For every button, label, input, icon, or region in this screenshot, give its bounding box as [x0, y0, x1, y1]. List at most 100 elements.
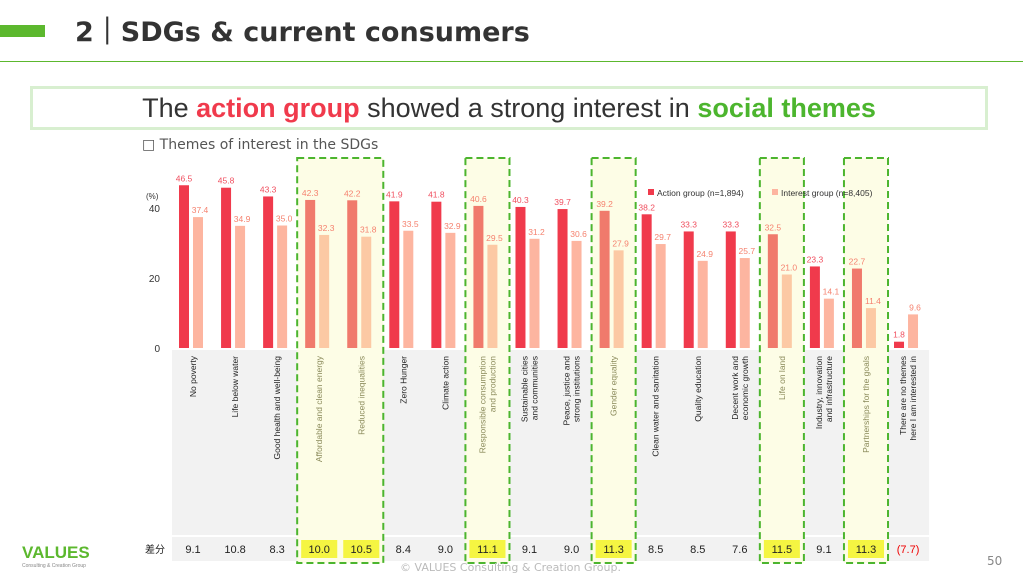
data-label-interest: 29.7	[654, 232, 671, 242]
category-label-line: Sustainable cities	[520, 356, 530, 422]
category-label-line: Life below water	[230, 356, 240, 418]
bar-action	[515, 206, 526, 348]
diff-value: (7.7)	[897, 544, 920, 556]
data-label-action: 41.9	[386, 189, 403, 199]
header-divider	[0, 61, 1023, 62]
legend-label-interest: Interest group (n=8,405)	[781, 188, 873, 198]
bar-action	[221, 187, 232, 348]
bar-action	[557, 209, 568, 348]
category-label-line: Zero Hunger	[398, 356, 408, 404]
diff-value: 10.8	[224, 544, 245, 556]
category-label: Climate action	[440, 356, 450, 410]
bar-action	[347, 200, 358, 348]
data-label-action: 42.3	[302, 188, 319, 198]
headline-red: action group	[196, 93, 360, 123]
diff-value: 9.1	[185, 544, 200, 556]
legend-swatch-interest	[772, 189, 778, 195]
data-label-interest: 27.9	[612, 238, 629, 248]
data-label-interest: 31.2	[528, 227, 545, 237]
data-label-interest: 35.0	[276, 214, 293, 224]
diff-row-label: 差分	[145, 543, 165, 556]
category-label-line: Responsible consumption	[477, 356, 487, 454]
bar-interest	[613, 250, 624, 348]
bar-interest	[781, 274, 792, 348]
category-label-line: No poverty	[188, 355, 198, 397]
data-label-action: 39.7	[554, 197, 571, 207]
highlight-group	[464, 157, 511, 564]
bar-action	[263, 196, 274, 348]
diff-value: 9.1	[816, 544, 831, 556]
bar-action	[851, 268, 862, 348]
y-tick-label: 40	[149, 204, 161, 215]
diff-value: 8.5	[648, 544, 663, 556]
data-label-action: 33.3	[680, 219, 697, 229]
category-label-line: Industry, innovation	[814, 356, 824, 429]
bar-interest	[445, 232, 456, 348]
category-label-line: Quality education	[693, 356, 703, 422]
values-logo: VALUES Consulting & Creation Group	[22, 543, 90, 569]
category-label-line: economic growth	[740, 356, 750, 421]
page-number: 50	[987, 554, 1003, 568]
bar-action	[431, 201, 442, 348]
page-title: 2｜SDGs & current consumers	[75, 17, 530, 48]
bar-interest	[235, 225, 246, 348]
y-tick-label: 20	[149, 274, 161, 285]
bar-interest	[865, 308, 876, 348]
highlight-group	[758, 157, 805, 564]
legend-label-action: Action group (n=1,894)	[657, 188, 744, 198]
logo-text: VALUES	[22, 543, 90, 562]
bar-interest	[193, 217, 203, 348]
diff-highlight	[847, 540, 885, 558]
category-label: Sustainable citiesand communities	[520, 356, 540, 422]
data-label-interest: 34.9	[234, 214, 251, 224]
diff-value: 10.0	[308, 544, 329, 556]
diff-value: 8.3	[270, 544, 285, 556]
category-label: Responsible consumptionand production	[477, 356, 497, 454]
category-label: Life on land	[777, 356, 787, 400]
category-label-line: There are no themes	[898, 356, 908, 435]
bar-action	[683, 231, 694, 348]
bar-interest	[908, 314, 919, 348]
data-label-action: 40.6	[470, 194, 487, 204]
category-label-line: Reduced inequalities	[356, 356, 366, 435]
diff-value: 10.5	[351, 544, 372, 556]
bar-interest	[529, 238, 540, 348]
bar-action	[599, 210, 610, 348]
data-label-action: 40.3	[512, 195, 529, 205]
diff-highlight	[301, 540, 338, 558]
category-label: No poverty	[188, 355, 198, 397]
data-label-action: 33.3	[723, 219, 740, 229]
bar-interest	[487, 244, 498, 348]
category-label: Gender equality	[609, 355, 619, 416]
bar-interest	[823, 298, 834, 348]
diff-value: 11.5	[772, 544, 793, 556]
data-label-action: 39.2	[596, 199, 613, 209]
bar-interest	[697, 260, 708, 348]
headline-box: The action group showed a strong interes…	[30, 86, 988, 130]
category-label: Partnerships for the goals	[861, 356, 871, 453]
category-label-line: Climate action	[440, 356, 450, 410]
headline-text: showed a strong interest in	[359, 93, 698, 123]
category-label-line: Affordable and clean energy	[314, 355, 324, 462]
category-label: Affordable and clean energy	[314, 355, 324, 462]
bar-interest	[571, 240, 582, 348]
diff-value: 9.0	[438, 544, 453, 556]
category-label: Quality education	[693, 356, 703, 422]
data-label-interest: 24.9	[696, 249, 713, 259]
category-label-line: and infrastructure	[824, 356, 834, 422]
diff-value: 9.1	[522, 544, 537, 556]
data-label-interest: 21.0	[781, 263, 798, 273]
data-label-interest: 29.5	[486, 233, 503, 243]
legend-swatch-action	[648, 189, 654, 195]
highlight-group	[590, 157, 637, 564]
headline-text: The	[142, 93, 197, 123]
diff-highlight	[343, 540, 380, 558]
data-label-interest: 32.3	[318, 223, 335, 233]
category-label-line: Clean water and sanitation	[651, 356, 661, 457]
data-label-interest: 33.5	[402, 219, 419, 229]
data-label-action: 38.2	[638, 202, 655, 212]
category-label: Good health and well-being	[272, 356, 282, 460]
bar-action	[767, 234, 778, 348]
data-label-interest: 9.6	[909, 302, 921, 312]
diff-value: 8.5	[690, 544, 705, 556]
